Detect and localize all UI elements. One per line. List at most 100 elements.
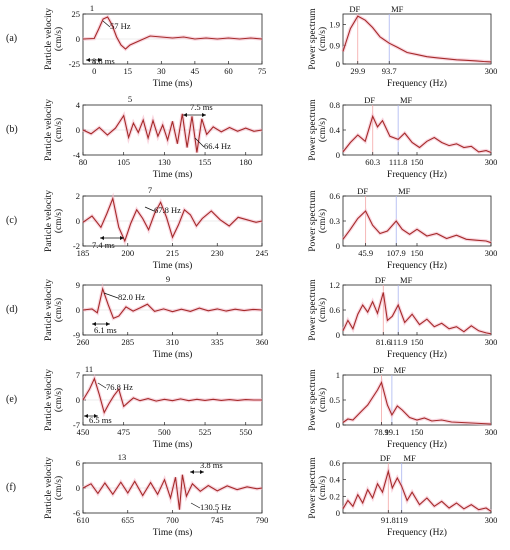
series-line xyxy=(342,381,492,425)
time-chart-e: (e) 450 475 500 525 550 -7 0 7 Time (ms) Particle … xyxy=(6,364,263,450)
x-tick-label: 150 xyxy=(411,248,424,258)
x-tick-label: 655 xyxy=(121,515,134,525)
x-axis-label: Frequency (Hz) xyxy=(387,439,447,450)
df-label: DF xyxy=(349,4,360,14)
frequency-annotation: 76.8 Hz xyxy=(106,382,133,392)
duration-annotation: 3.8 ms xyxy=(200,460,223,470)
series-line xyxy=(342,292,492,335)
frequency-annotation: 67.8 Hz xyxy=(154,205,181,215)
x-tick-label: 245 xyxy=(256,248,269,258)
plot-frame xyxy=(342,13,492,65)
y-tick-label: -2 xyxy=(73,241,80,251)
y-axis-label-line: (cm/s) xyxy=(317,298,328,322)
series-line xyxy=(82,377,262,414)
y-tick-label: 2 xyxy=(76,191,80,201)
x-axis-label: Time (ms) xyxy=(153,260,193,271)
time-chart-d: (d) 260 285 310 335 360 -9 0 9 Time (ms) Particle … xyxy=(6,274,268,360)
row-label: (b) xyxy=(6,124,18,135)
row-label: (a) xyxy=(6,33,17,44)
x-tick-label: 500 xyxy=(158,427,171,437)
x-tick-label: 107.9 xyxy=(387,248,406,258)
y-axis-label: Particle velocity (cm/s) xyxy=(44,457,64,519)
x-tick-label: 185 xyxy=(77,248,90,258)
y-axis-label-line: Particle velocity xyxy=(44,457,54,519)
x-tick-label: 230 xyxy=(211,248,224,258)
x-tick-label: 610 xyxy=(77,515,90,525)
series-line xyxy=(342,210,492,244)
series-line xyxy=(342,15,492,63)
x-axis-label: Frequency (Hz) xyxy=(387,527,447,538)
x-tick-label: 150 xyxy=(411,427,424,437)
duration-annotation: 6.1 ms xyxy=(94,325,117,335)
y-tick-label: 0 xyxy=(76,125,80,135)
y-tick-label: -6 xyxy=(73,508,80,518)
y-tick-label: 0 xyxy=(76,483,80,493)
plot-frame xyxy=(342,462,492,514)
frequency-pointer xyxy=(102,20,111,28)
duration-arrow-left xyxy=(92,322,96,326)
y-tick-label: 9 xyxy=(76,280,80,290)
mf-label: MF xyxy=(394,365,407,375)
frequency-annotation: 130.5 Hz xyxy=(200,502,231,512)
series-halo xyxy=(341,208,492,245)
x-tick-label: 119 xyxy=(395,515,407,525)
y-tick-label: 0 xyxy=(76,395,80,405)
frequency-pointer xyxy=(144,206,155,212)
duration-arrow-left xyxy=(86,58,90,62)
frequency-pointer xyxy=(194,137,205,148)
y-tick-label: 0.2 xyxy=(329,491,340,501)
row-label: (d) xyxy=(6,304,18,315)
y-axis-label: Power spectrum (cm/s) xyxy=(308,99,328,161)
frequency-annotation: 66.4 Hz xyxy=(204,141,231,151)
frequency-pointer xyxy=(103,292,119,299)
duration-arrow-left xyxy=(190,470,194,474)
y-tick-label: 0.3 xyxy=(329,216,340,226)
mf-label: MF xyxy=(400,95,413,105)
spectrum-chart-f: DF MF 91.8 119 300 0 0.2 0.4 0.6 Frequency (Hz) Po… xyxy=(308,453,497,538)
x-tick-label: 105 xyxy=(117,157,130,167)
time-chart-f: (f) 610 655 700 745 790 -6 0 6 Time (ms) Particle … xyxy=(6,452,268,538)
series-line xyxy=(82,196,263,243)
time-chart-b: (b) 80 105 130 155 180 -4 0 4 Time (ms) Particle v… xyxy=(6,94,263,180)
x-tick-label: 300 xyxy=(485,337,498,347)
y-tick-label: 0.4 xyxy=(329,125,340,135)
series-line xyxy=(82,113,263,153)
peak-number: 11 xyxy=(85,364,93,374)
peak-number: 5 xyxy=(128,94,132,104)
x-tick-label: 60.3 xyxy=(365,157,380,167)
duration-arrow-right xyxy=(200,470,204,474)
y-axis-label-line: (cm/s) xyxy=(53,118,64,142)
y-tick-label: 0 xyxy=(76,216,80,226)
y-axis-label-line: Power spectrum xyxy=(308,279,318,341)
x-tick-label: 45.9 xyxy=(358,248,373,258)
y-axis-label-line: Particle velocity xyxy=(44,279,54,341)
y-axis-label-line: Power spectrum xyxy=(308,369,318,431)
x-tick-label: 200 xyxy=(121,248,134,258)
frequency-pointer xyxy=(97,382,107,389)
y-axis-label-line: (cm/s) xyxy=(317,388,328,412)
y-tick-label: 4 xyxy=(76,100,81,110)
y-axis-label-line: (cm/s) xyxy=(317,27,328,51)
row-label: (e) xyxy=(6,394,17,405)
x-tick-label: 111.8 xyxy=(389,157,408,167)
mf-label: MF xyxy=(404,453,417,463)
x-tick-label: 99.1 xyxy=(384,427,399,437)
series-line xyxy=(82,474,263,510)
x-tick-label: 450 xyxy=(77,427,90,437)
x-tick-label: 300 xyxy=(485,515,498,525)
x-axis-label: Frequency (Hz) xyxy=(387,260,447,271)
y-tick-label: 0 xyxy=(336,508,340,518)
peak-number: 7 xyxy=(148,185,152,195)
x-tick-label: 45 xyxy=(191,66,200,76)
x-tick-label: 60 xyxy=(224,66,233,76)
x-tick-label: 150 xyxy=(411,337,424,347)
x-tick-label: 29.9 xyxy=(350,66,365,76)
x-tick-label: 91.8 xyxy=(381,515,396,525)
y-axis-label: Particle velocity (cm/s) xyxy=(44,8,64,70)
y-tick-label: 25 xyxy=(72,9,81,19)
x-tick-label: 335 xyxy=(211,337,224,347)
x-tick-label: 81.6 xyxy=(376,337,391,347)
x-tick-label: 260 xyxy=(77,337,90,347)
frequency-pointer xyxy=(190,502,201,509)
